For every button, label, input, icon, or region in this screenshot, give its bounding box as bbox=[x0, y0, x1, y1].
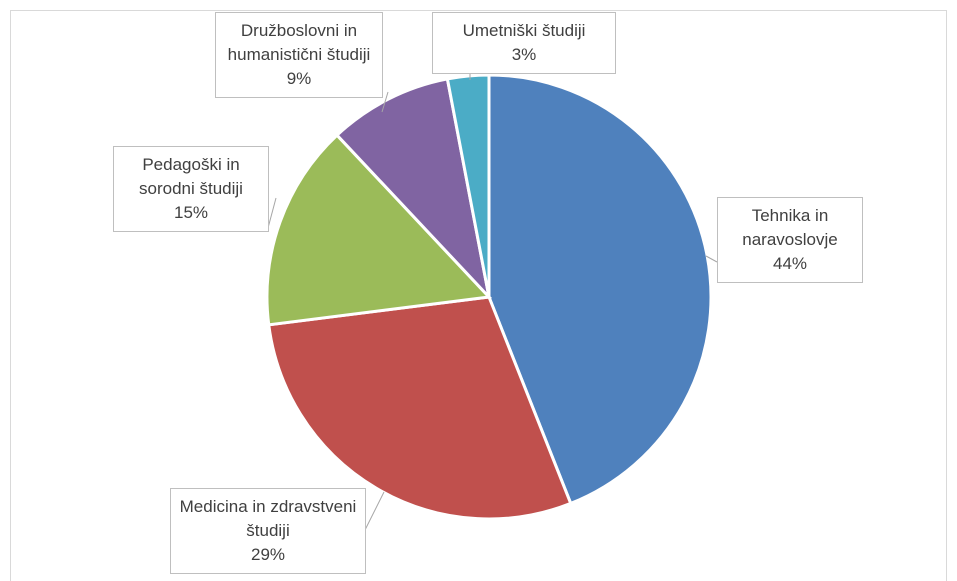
data-label: Tehnika in naravoslovje 44% bbox=[717, 197, 863, 283]
data-label: Družboslovni in humanistični študiji 9% bbox=[215, 12, 383, 98]
data-label: Umetniški študiji 3% bbox=[432, 12, 616, 74]
value-label: 9% bbox=[286, 69, 312, 88]
leader-line bbox=[364, 491, 385, 531]
data-label: Pedagoški in sorodni študiji 15% bbox=[113, 146, 269, 232]
pie-slice bbox=[445, 73, 491, 298]
value-label: 29% bbox=[250, 545, 286, 564]
value-label: 44% bbox=[772, 254, 808, 273]
leader-line bbox=[381, 91, 389, 113]
pie-slice bbox=[334, 77, 492, 302]
category-label: Družboslovni in humanistični študiji bbox=[227, 21, 371, 64]
chart-frame bbox=[10, 10, 947, 581]
value-label: 15% bbox=[173, 203, 209, 222]
leader-line bbox=[267, 197, 277, 229]
leader-line bbox=[705, 255, 718, 263]
category-label: Medicina in zdravstveni študiji bbox=[179, 497, 357, 540]
data-label: Medicina in zdravstveni študiji 29% bbox=[170, 488, 366, 574]
pie-slice bbox=[487, 73, 713, 506]
category-label: Tehnika in naravoslovje bbox=[742, 206, 838, 249]
pie-slice bbox=[265, 133, 493, 327]
category-label: Pedagoški in sorodni študiji bbox=[139, 155, 243, 198]
category-label: Umetniški študiji bbox=[462, 21, 586, 40]
pie-slice bbox=[267, 295, 573, 521]
value-label: 3% bbox=[511, 45, 537, 64]
